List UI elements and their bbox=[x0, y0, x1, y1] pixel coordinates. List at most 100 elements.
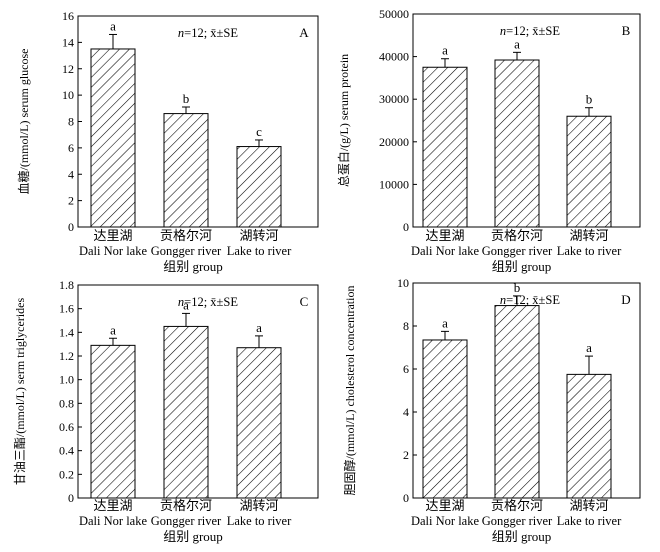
x-axis-label: 组别 group bbox=[492, 259, 552, 274]
y-tick-label: 20000 bbox=[379, 135, 409, 149]
y-tick-label: 0.6 bbox=[59, 420, 74, 434]
y-axis-label: 胆固醇/(mmol/L) cholesterol concentration bbox=[342, 286, 357, 496]
y-tick-label: 2 bbox=[68, 194, 74, 208]
category-label-en: Dali Nor lake bbox=[411, 244, 479, 258]
significance-letter: b bbox=[183, 91, 190, 106]
y-tick-label: 1.8 bbox=[59, 278, 74, 292]
category-label-cn: 达里湖 bbox=[425, 228, 464, 243]
y-tick-label: 4 bbox=[68, 167, 74, 181]
y-tick-label: 10 bbox=[62, 88, 74, 102]
category-label-en: Gongger river bbox=[482, 514, 553, 528]
y-tick-label: 0 bbox=[68, 220, 74, 234]
category-label-en: Lake to river bbox=[557, 244, 622, 258]
category-label-cn: 达里湖 bbox=[93, 498, 132, 513]
significance-letter: a bbox=[110, 18, 116, 33]
category-label-cn: 达里湖 bbox=[425, 498, 464, 513]
y-tick-label: 0.4 bbox=[59, 444, 74, 458]
y-tick-label: 1.4 bbox=[59, 325, 74, 339]
x-axis-label: 组别 group bbox=[492, 529, 552, 544]
category-label-en: Lake to river bbox=[557, 514, 622, 528]
panel-letter: C bbox=[300, 294, 309, 309]
category-label-en: Lake to river bbox=[227, 514, 292, 528]
bar bbox=[422, 339, 468, 499]
x-axis-label: 组别 group bbox=[163, 259, 223, 274]
category-label-cn: 湖转河 bbox=[569, 498, 608, 513]
y-tick-label: 50000 bbox=[379, 7, 409, 21]
stats-note: n=12; x̄±SE bbox=[500, 24, 560, 38]
panel-letter: D bbox=[621, 292, 630, 307]
bar bbox=[236, 146, 282, 228]
significance-letter: a bbox=[442, 315, 448, 330]
y-tick-label: 10 bbox=[397, 276, 409, 290]
category-label-en: Gongger river bbox=[482, 244, 553, 258]
category-label-en: Dali Nor lake bbox=[79, 244, 147, 258]
y-tick-label: 16 bbox=[62, 9, 74, 23]
significance-letter: b bbox=[586, 92, 593, 107]
y-tick-label: 2 bbox=[403, 448, 409, 462]
y-tick-label: 6 bbox=[403, 362, 409, 376]
y-tick-label: 0 bbox=[403, 220, 409, 234]
category-label-cn: 贡格尔河 bbox=[491, 498, 543, 513]
stats-note: n=12; x̄±SE bbox=[178, 26, 238, 40]
stats-note: n=12; x̄±SE bbox=[178, 295, 238, 309]
bar bbox=[494, 305, 540, 499]
category-label-cn: 达里湖 bbox=[93, 228, 132, 243]
y-tick-label: 1.0 bbox=[59, 373, 74, 387]
bar bbox=[90, 48, 136, 228]
y-tick-label: 0.8 bbox=[59, 396, 74, 410]
category-label-en: Gongger river bbox=[151, 514, 222, 528]
y-tick-label: 0 bbox=[403, 491, 409, 505]
category-label-cn: 湖转河 bbox=[569, 228, 608, 243]
y-tick-label: 40000 bbox=[379, 50, 409, 64]
category-label-cn: 贡格尔河 bbox=[491, 228, 543, 243]
y-tick-label: 1.6 bbox=[59, 302, 74, 316]
y-tick-label: 10000 bbox=[379, 177, 409, 191]
significance-letter: b bbox=[514, 280, 521, 295]
bar bbox=[163, 325, 209, 499]
significance-letter: a bbox=[442, 43, 448, 58]
bar bbox=[494, 59, 540, 228]
y-tick-label: 6 bbox=[68, 141, 74, 155]
category-label-en: Lake to river bbox=[227, 244, 292, 258]
category-label-en: Dali Nor lake bbox=[79, 514, 147, 528]
bar bbox=[236, 347, 282, 499]
y-tick-label: 1.2 bbox=[59, 349, 74, 363]
y-axis-label: 血糖/(mmol/L) serum glucose bbox=[16, 49, 31, 195]
y-tick-label: 8 bbox=[403, 319, 409, 333]
significance-letter: a bbox=[256, 320, 262, 335]
y-tick-label: 30000 bbox=[379, 92, 409, 106]
y-tick-label: 4 bbox=[403, 405, 409, 419]
y-axis-label: 总蛋白/(g/L) serum protein bbox=[336, 54, 351, 187]
bar bbox=[90, 344, 136, 499]
stats-note: n=12; x̄±SE bbox=[500, 293, 560, 307]
bar bbox=[422, 66, 468, 228]
panel-letter: B bbox=[622, 23, 631, 38]
bar bbox=[566, 115, 612, 228]
y-tick-label: 8 bbox=[68, 115, 74, 129]
significance-letter: a bbox=[183, 297, 189, 312]
category-label-en: Dali Nor lake bbox=[411, 514, 479, 528]
x-axis-label: 组别 group bbox=[163, 529, 223, 544]
y-axis-label: 甘油三酯/(mmol/L) serm triglycerides bbox=[13, 298, 27, 486]
y-tick-label: 0.2 bbox=[59, 467, 74, 481]
significance-letter: a bbox=[514, 36, 520, 51]
category-label-cn: 湖转河 bbox=[239, 228, 278, 243]
category-label-cn: 贡格尔河 bbox=[160, 498, 212, 513]
y-tick-label: 0 bbox=[68, 491, 74, 505]
bar bbox=[566, 373, 612, 499]
bar bbox=[163, 113, 209, 228]
category-label-cn: 湖转河 bbox=[239, 498, 278, 513]
category-label-cn: 贡格尔河 bbox=[160, 228, 212, 243]
panel-letter: A bbox=[299, 25, 309, 40]
significance-letter: c bbox=[256, 124, 262, 139]
category-label-en: Gongger river bbox=[151, 244, 222, 258]
significance-letter: a bbox=[110, 322, 116, 337]
y-tick-label: 12 bbox=[62, 62, 74, 76]
y-tick-label: 14 bbox=[62, 35, 74, 49]
significance-letter: a bbox=[586, 340, 592, 355]
